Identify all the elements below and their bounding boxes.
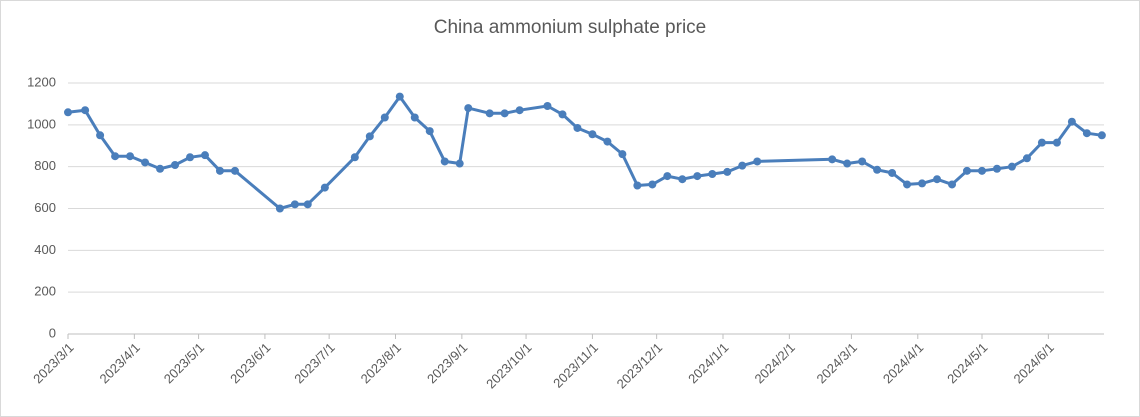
data-point — [455, 159, 464, 168]
data-point — [186, 153, 195, 162]
data-point — [303, 200, 312, 209]
data-point — [603, 137, 612, 146]
data-point — [111, 152, 120, 161]
data-point — [141, 158, 150, 167]
data-point — [648, 180, 657, 189]
data-point — [290, 200, 299, 209]
data-point — [215, 166, 224, 175]
y-tick-label: 600 — [34, 200, 56, 215]
data-point — [350, 153, 359, 162]
data-point — [515, 106, 524, 115]
data-point — [708, 169, 717, 178]
data-point — [963, 166, 972, 175]
data-point — [425, 127, 434, 136]
data-point — [365, 132, 374, 141]
data-point — [500, 109, 509, 118]
data-point — [1067, 117, 1076, 126]
data-point — [464, 104, 473, 113]
y-tick-label: 0 — [49, 325, 56, 340]
data-point — [633, 181, 642, 190]
data-point — [200, 151, 209, 160]
data-point — [873, 165, 882, 174]
data-point — [992, 164, 1001, 173]
chart-title: China ammonium sulphate price — [434, 17, 706, 38]
data-point — [933, 175, 942, 184]
y-tick-label: 400 — [34, 242, 56, 257]
data-point — [903, 180, 912, 189]
data-point — [888, 168, 897, 177]
data-point — [858, 157, 867, 166]
data-point — [977, 166, 986, 175]
data-point — [156, 164, 165, 173]
data-point — [588, 130, 597, 139]
data-point — [230, 166, 239, 175]
data-point — [410, 113, 419, 122]
data-point — [1097, 131, 1106, 140]
data-point — [618, 150, 627, 159]
data-point — [1052, 138, 1061, 147]
data-point — [948, 180, 957, 189]
data-point — [320, 183, 329, 192]
data-point — [723, 167, 732, 176]
data-point — [1037, 138, 1046, 147]
data-point — [64, 108, 72, 117]
data-point — [395, 92, 404, 101]
data-point — [918, 179, 927, 188]
data-point — [693, 172, 702, 181]
data-point — [828, 155, 837, 164]
data-point — [126, 152, 135, 161]
data-point — [678, 175, 687, 184]
data-point — [81, 106, 90, 115]
data-point — [171, 160, 180, 169]
y-tick-label: 200 — [34, 284, 56, 299]
y-tick-label: 1200 — [27, 74, 56, 89]
data-point — [558, 110, 567, 119]
data-point — [843, 159, 852, 168]
data-point — [440, 157, 449, 166]
data-point — [543, 102, 552, 111]
data-point — [1022, 154, 1031, 163]
data-point — [485, 109, 494, 118]
data-point — [663, 172, 672, 181]
data-point — [1007, 162, 1016, 171]
data-point — [1082, 129, 1091, 138]
y-tick-label: 1000 — [27, 116, 56, 131]
data-point — [738, 161, 747, 170]
data-point — [753, 157, 762, 166]
data-point — [275, 204, 284, 213]
data-point — [96, 131, 105, 140]
data-point — [573, 123, 582, 132]
data-point — [380, 113, 389, 122]
y-tick-label: 800 — [34, 158, 56, 173]
